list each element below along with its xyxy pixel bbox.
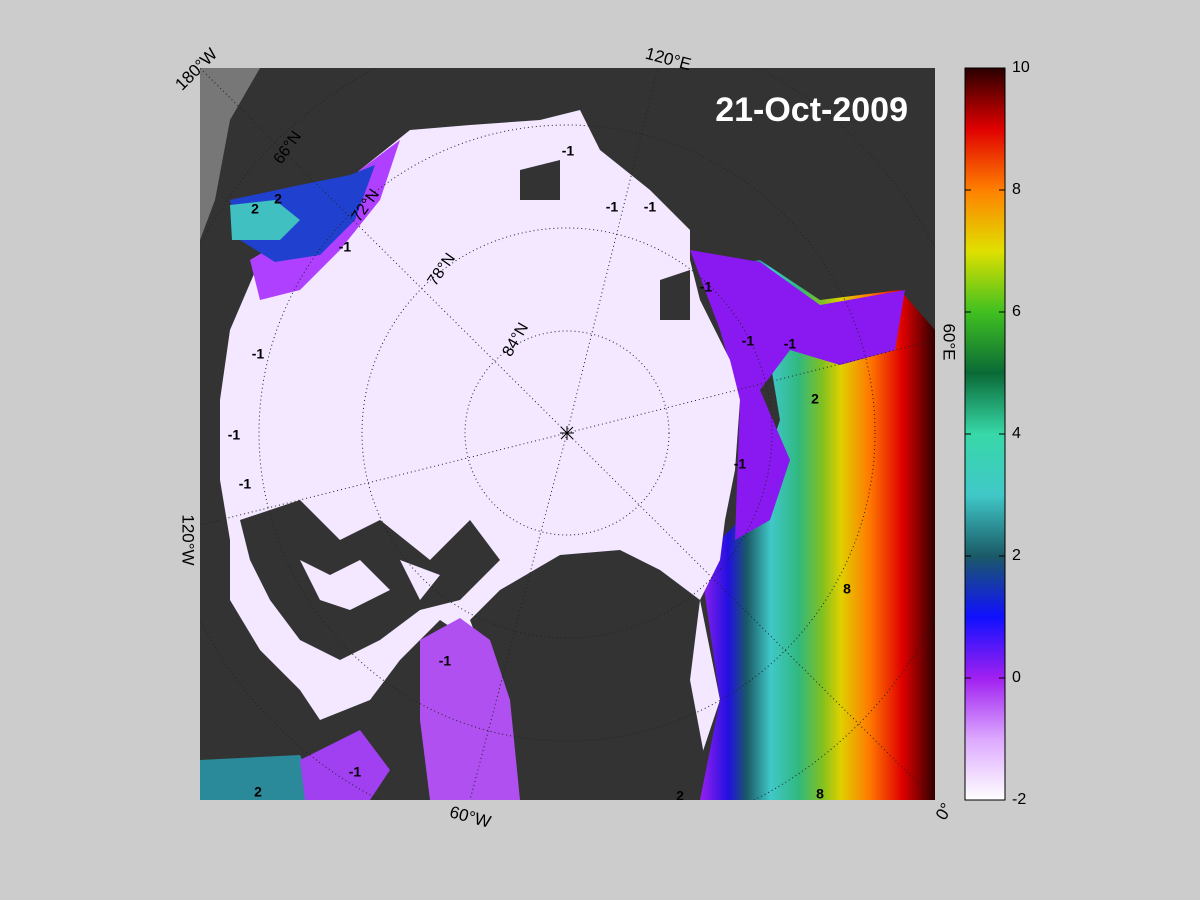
tick-label: 8 — [1012, 181, 1021, 198]
tick-label: -2 — [1012, 791, 1026, 808]
contour-label: 8 — [816, 786, 824, 802]
tick-label: 10 — [1012, 59, 1030, 76]
contour-label: -1 — [239, 476, 252, 492]
tick-label: 4 — [1012, 425, 1021, 442]
contour-label: -1 — [439, 653, 452, 669]
colorbar: -2 0 2 4 6 8 10 — [964, 59, 1030, 808]
longitude-label: 60°W — [448, 802, 493, 831]
no-data — [200, 68, 260, 240]
contour-label: -1 — [734, 456, 747, 472]
contour-label: -1 — [606, 199, 619, 215]
longitude-label: 60°E — [940, 323, 959, 360]
contour-label: 2 — [251, 201, 259, 217]
contour-label: 2 — [811, 391, 819, 407]
pole — [560, 426, 574, 440]
longitude-label: 120°W — [179, 514, 198, 565]
contour-label: 2 — [274, 191, 282, 207]
contour-label: 2 — [676, 788, 684, 804]
contour-label: -1 — [742, 333, 755, 349]
date: 21-Oct-2009 — [715, 91, 908, 129]
greenland — [470, 550, 705, 800]
barents-sea — [690, 250, 905, 540]
contour-label: -1 — [252, 346, 265, 362]
contour-label: 8 — [843, 581, 851, 597]
tick-label: 6 — [1012, 303, 1021, 320]
contour-label: -1 — [562, 143, 575, 159]
contour-label: -1 — [228, 427, 241, 443]
map: -1-1 -122-1-1-1-1-1-1 -12-18-1-12 2 8 66°N72… — [200, 68, 935, 804]
contour-label: -1 — [784, 336, 797, 352]
baffin-bay — [420, 618, 520, 800]
colorbar-scale — [964, 67, 1006, 801]
contour-label: -1 — [700, 279, 713, 295]
contour-label: 2 — [254, 784, 262, 800]
longitude-label: 0° — [932, 800, 957, 824]
graticule — [464, 330, 670, 536]
tick-label: 2 — [1012, 547, 1021, 564]
graticule — [361, 227, 773, 639]
hudson-bay — [300, 730, 390, 800]
channels — [300, 560, 440, 610]
labrador-sea — [200, 755, 320, 800]
islands — [520, 160, 690, 320]
contour-labels: -1-1 -122-1-1-1-1-1-1 -12-18-1-12 2 8 — [228, 143, 851, 804]
atlantic-sea — [700, 260, 935, 800]
contour-label: -1 — [349, 764, 362, 780]
contour-label: -1 — [644, 199, 657, 215]
tick-label: 0 — [1012, 669, 1021, 686]
bering-warm — [230, 200, 300, 240]
contour-label: -1 — [339, 239, 352, 255]
meridians — [200, 68, 935, 800]
graticule — [258, 124, 876, 742]
